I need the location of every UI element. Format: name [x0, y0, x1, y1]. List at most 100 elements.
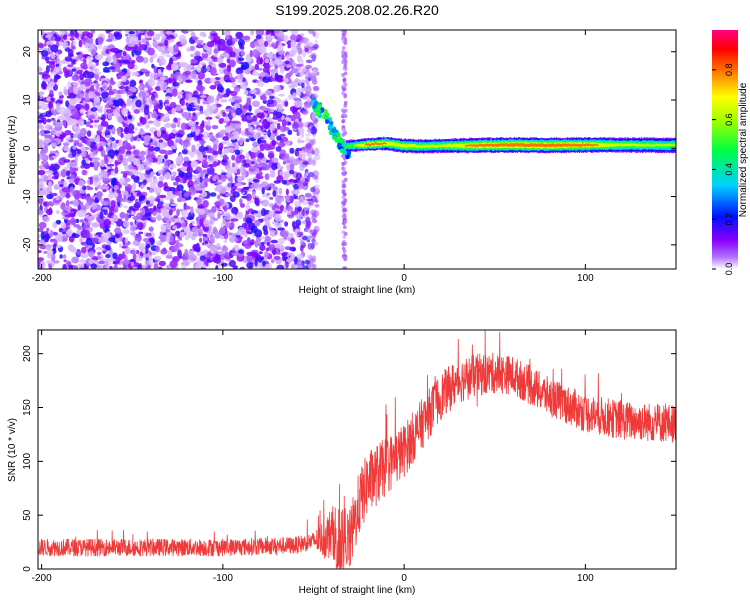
noise-blob: [130, 60, 136, 64]
noise-blob: [271, 258, 275, 264]
noise-blob: [260, 106, 269, 111]
noise-blob: [195, 112, 201, 116]
noise-blob: [122, 51, 127, 57]
noise-blob: [218, 147, 223, 155]
noise-blob: [103, 218, 112, 227]
noise-blob: [301, 96, 308, 100]
noise-blob: [156, 129, 162, 137]
noise-blob: [287, 44, 292, 49]
noise-blob: [62, 41, 69, 49]
noise-blob: [292, 122, 300, 129]
noise-blob: [101, 200, 110, 206]
noise-blob: [199, 32, 205, 37]
noise-blob: [112, 261, 117, 265]
noise-blob: [266, 52, 274, 59]
noise-blob: [67, 64, 74, 68]
noise-blob: [123, 205, 128, 209]
noise-blob: [216, 195, 221, 199]
noise-blob: [39, 244, 47, 250]
transition-blob: [341, 141, 347, 147]
noise-blob: [167, 249, 173, 256]
noise-blob: [290, 40, 297, 47]
noise-blob: [145, 37, 152, 41]
noise-blob: [311, 93, 319, 99]
noise-blob: [158, 260, 166, 267]
noise-blob: [65, 100, 70, 108]
noise-blob: [178, 77, 183, 85]
noise-blob: [157, 181, 164, 188]
noise-blob: [109, 265, 113, 269]
noise-blob: [147, 120, 154, 124]
noise-blob: [68, 92, 77, 99]
noise-blob: [256, 112, 264, 119]
noise-blob: [53, 110, 57, 117]
noise-blob: [111, 69, 116, 73]
noise-blob: [258, 251, 263, 255]
noise-blob: [125, 150, 132, 155]
noise-blob: [183, 146, 187, 150]
noise-blob: [197, 72, 206, 80]
noise-blob: [149, 56, 154, 63]
noise-blob: [124, 237, 129, 244]
noise-blob: [250, 30, 255, 36]
noise-blob: [56, 104, 62, 113]
noise-blob: [89, 157, 93, 161]
noise-blob: [161, 217, 170, 222]
noise-blob: [114, 149, 119, 156]
noise-blob: [90, 107, 98, 112]
noise-blob: [164, 222, 171, 230]
noise-blob: [297, 231, 304, 236]
stripe-blob: [341, 246, 346, 251]
noise-blob: [70, 118, 78, 126]
noise-blob: [135, 255, 140, 263]
noise-blob: [39, 180, 45, 189]
noise-blob: [311, 76, 317, 82]
noise-blob: [38, 249, 42, 254]
noise-blob: [88, 250, 95, 258]
noise-blob: [159, 194, 167, 199]
noise-blob: [294, 189, 299, 196]
noise-blob: [50, 52, 55, 58]
noise-blob: [265, 236, 272, 242]
noise-blob: [138, 85, 142, 89]
noise-blob: [170, 62, 179, 71]
noise-blob: [236, 168, 241, 175]
noise-blob: [276, 37, 282, 42]
noise-blob: [240, 203, 245, 208]
noise-blob: [74, 31, 79, 39]
noise-blob: [107, 258, 112, 266]
noise-blob: [62, 119, 67, 128]
noise-blob: [295, 219, 302, 227]
noise-blob: [55, 219, 62, 225]
noise-blob: [268, 230, 276, 234]
noise-blob: [238, 57, 245, 61]
noise-blob: [89, 86, 95, 92]
noise-blob: [283, 232, 289, 237]
noise-blob: [258, 75, 263, 80]
noise-blob: [100, 120, 109, 127]
noise-blob: [288, 49, 296, 57]
noise-blob: [231, 206, 239, 215]
noise-blob: [209, 192, 217, 197]
noise-blob: [312, 138, 316, 145]
noise-blob: [195, 104, 201, 111]
noise-blob: [107, 141, 111, 147]
noise-blob: [131, 185, 135, 194]
stripe-blob: [343, 192, 347, 197]
stripe-blob: [341, 46, 346, 50]
noise-blob: [131, 71, 139, 77]
noise-blob: [61, 187, 70, 193]
noise-blob: [78, 139, 82, 144]
noise-blob: [206, 95, 215, 104]
noise-blob: [289, 147, 295, 154]
noise-blob: [274, 229, 278, 235]
noise-blob: [257, 137, 262, 145]
noise-blob: [191, 70, 197, 80]
noise-blob: [81, 246, 87, 254]
noise-blob: [152, 99, 158, 106]
noise-blob: [227, 65, 232, 73]
noise-blob: [186, 133, 194, 138]
noise-blob: [228, 107, 236, 114]
noise-blob: [276, 264, 285, 269]
noise-blob: [222, 136, 230, 141]
